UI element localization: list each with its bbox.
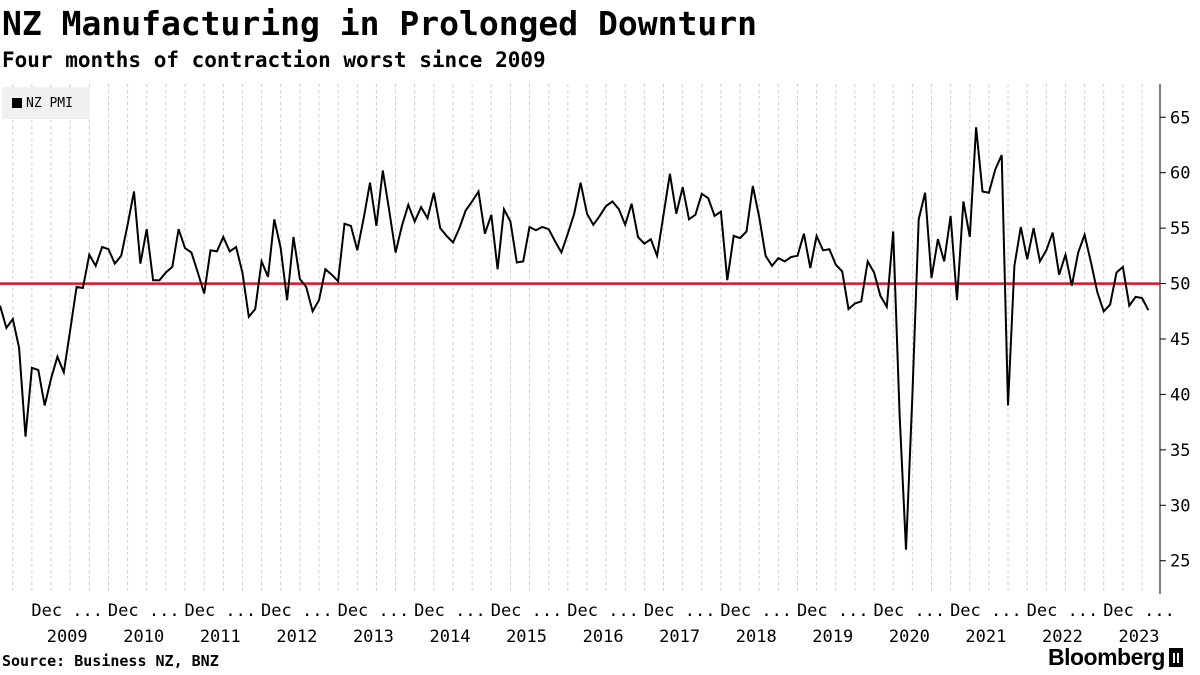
x-tick-label: Dec ... [950, 601, 1022, 621]
x-year-label: 2023 [1119, 627, 1160, 647]
x-year-label: 2020 [889, 627, 930, 647]
x-tick-label: Dec ... [108, 601, 180, 621]
x-tick-label: Dec ... [184, 601, 256, 621]
x-tick-label: Dec ... [491, 601, 563, 621]
source-note: Source: Business NZ, BNZ [2, 652, 219, 670]
chart-subtitle: Four months of contraction worst since 2… [2, 48, 546, 72]
y-tick-label: 65 [1170, 108, 1190, 128]
x-tick-label: Dec ... [644, 601, 716, 621]
chart-title: NZ Manufacturing in Prolonged Downturn [2, 4, 757, 43]
x-year-label: 2013 [353, 627, 394, 647]
x-tick-label: Dec ... [720, 601, 792, 621]
x-tick-label: Dec ... [797, 601, 869, 621]
y-tick-label: 30 [1170, 496, 1190, 516]
x-year-label: 2015 [506, 627, 547, 647]
y-tick-label: 55 [1170, 219, 1190, 239]
x-year-label: 2021 [965, 627, 1006, 647]
x-tick-label: Dec ... [338, 601, 410, 621]
x-year-label: 2022 [1042, 627, 1083, 647]
chart-legend: NZ PMI [2, 87, 90, 119]
series-line-nz-pmi [0, 127, 1150, 550]
brand-logo: Bloomberg [1048, 644, 1183, 671]
x-tick-label: Dec ... [567, 601, 639, 621]
x-tick-label: Dec ... [414, 601, 486, 621]
terminal-icon [1168, 648, 1183, 667]
x-tick-label: Dec ... [1103, 601, 1175, 621]
x-year-label: 2012 [276, 627, 317, 647]
y-tick-label: 45 [1170, 330, 1190, 350]
x-tick-label: Dec ... [874, 601, 946, 621]
y-tick-label: 60 [1170, 164, 1190, 184]
x-year-label: 2017 [659, 627, 700, 647]
x-year-label: 2019 [812, 627, 853, 647]
x-year-label: 2018 [736, 627, 777, 647]
x-year-label: 2016 [583, 627, 624, 647]
legend-swatch [12, 98, 22, 108]
x-year-label: 2014 [430, 627, 471, 647]
x-year-label: 2011 [200, 627, 241, 647]
x-year-label: 2010 [123, 627, 164, 647]
brand-name: Bloomberg [1048, 644, 1165, 670]
y-tick-label: 40 [1170, 385, 1190, 405]
y-tick-label: 25 [1170, 552, 1190, 572]
x-year-label: 2009 [47, 627, 88, 647]
x-tick-label: Dec ... [1027, 601, 1099, 621]
y-tick-label: 50 [1170, 275, 1190, 295]
legend-label: NZ PMI [26, 95, 73, 111]
y-tick-label: 35 [1170, 441, 1190, 461]
x-tick-label: Dec ... [261, 601, 333, 621]
x-tick-label: Dec ... [31, 601, 103, 621]
